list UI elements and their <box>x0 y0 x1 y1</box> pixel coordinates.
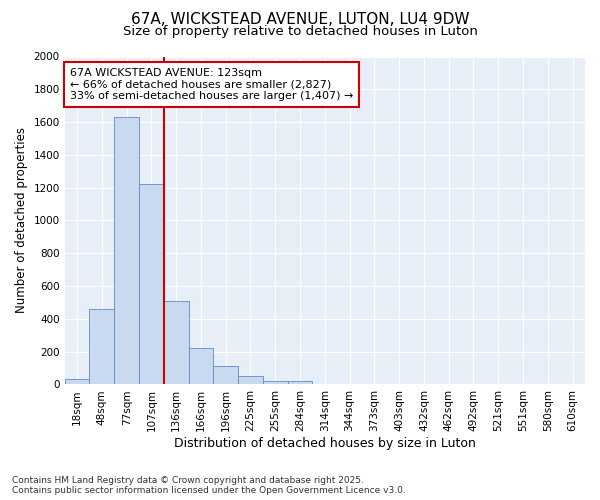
Bar <box>238 376 263 384</box>
Bar <box>114 117 139 384</box>
Bar <box>139 184 164 384</box>
Bar <box>214 366 238 384</box>
Text: Contains HM Land Registry data © Crown copyright and database right 2025.
Contai: Contains HM Land Registry data © Crown c… <box>12 476 406 495</box>
Y-axis label: Number of detached properties: Number of detached properties <box>15 128 28 314</box>
Bar <box>263 381 287 384</box>
X-axis label: Distribution of detached houses by size in Luton: Distribution of detached houses by size … <box>174 437 476 450</box>
Bar <box>287 381 313 384</box>
Bar <box>89 309 114 384</box>
Bar <box>65 378 89 384</box>
Text: 67A, WICKSTEAD AVENUE, LUTON, LU4 9DW: 67A, WICKSTEAD AVENUE, LUTON, LU4 9DW <box>131 12 469 28</box>
Bar <box>188 348 214 385</box>
Bar <box>164 301 188 384</box>
Text: Size of property relative to detached houses in Luton: Size of property relative to detached ho… <box>122 25 478 38</box>
Text: 67A WICKSTEAD AVENUE: 123sqm
← 66% of detached houses are smaller (2,827)
33% of: 67A WICKSTEAD AVENUE: 123sqm ← 66% of de… <box>70 68 353 101</box>
